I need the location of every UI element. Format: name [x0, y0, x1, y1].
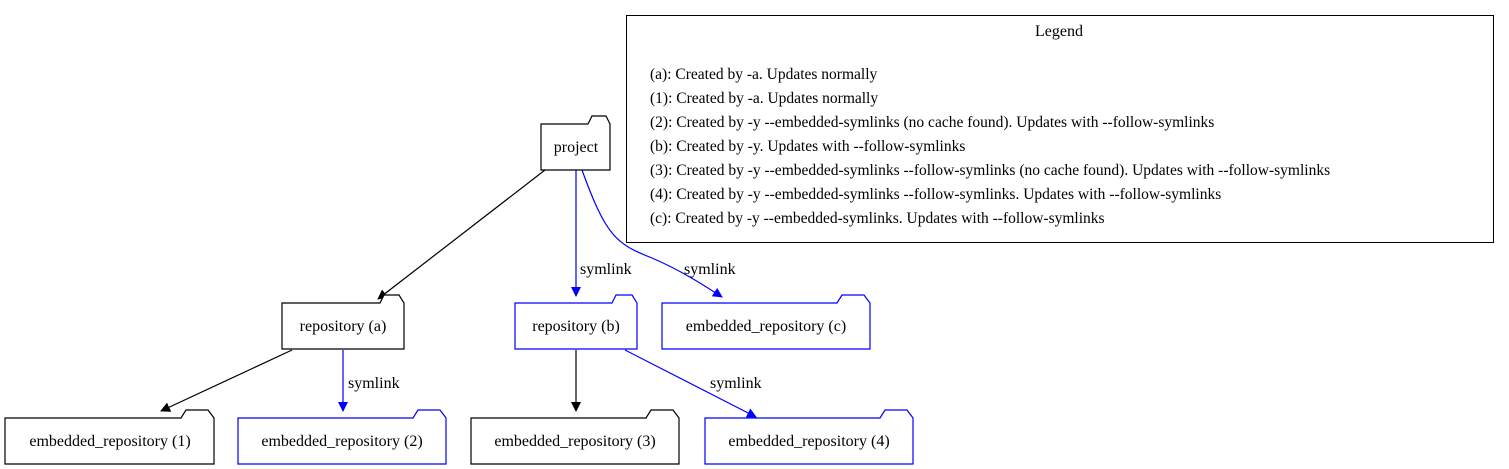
edge-label-project-to-repository-b: symlink — [580, 261, 632, 278]
legend-line-2: (2): Created by -y --embedded-symlinks (… — [650, 114, 1214, 131]
node-label-embedded-repository-c: embedded_repository (c) — [686, 318, 846, 335]
folder-icon — [514, 294, 638, 350]
legend-line-b: (b): Created by -y. Updates with --follo… — [650, 138, 965, 155]
node-repository-a: repository (a) — [281, 294, 405, 350]
node-project: project — [540, 115, 611, 171]
node-embedded-repository-1: embedded_repository (1) — [4, 409, 215, 465]
folder-icon — [237, 409, 447, 465]
node-repository-b: repository (b) — [514, 294, 638, 350]
folder-icon — [704, 409, 914, 465]
legend-frame — [626, 15, 1494, 243]
legend-line-a: (a): Created by -a. Updates normally — [650, 66, 877, 83]
node-embedded-repository-c: embedded_repository (c) — [661, 294, 871, 350]
edge-repository-b-to-embedded-repository-4 — [624, 349, 757, 418]
edge-label-repository-b-to-embedded-repository-4: symlink — [710, 375, 762, 392]
edge-repository-a-to-embedded-repository-1 — [160, 349, 293, 412]
node-label-repository-b: repository (b) — [532, 318, 620, 335]
node-embedded-repository-3: embedded_repository (3) — [470, 409, 680, 465]
legend-line-3: (3): Created by -y --embedded-symlinks -… — [650, 162, 1330, 179]
node-label-embedded-repository-1: embedded_repository (1) — [29, 433, 190, 450]
edge-label-project-to-embedded-repository-c: symlink — [684, 261, 736, 278]
edges: symlink symlink symlink symlink — [160, 169, 762, 418]
edge-project-to-embedded-repository-c — [581, 169, 723, 298]
node-embedded-repository-4: embedded_repository (4) — [704, 409, 914, 465]
node-label-embedded-repository-3: embedded_repository (3) — [494, 433, 655, 450]
folder-icon — [661, 294, 871, 350]
node-label-repository-a: repository (a) — [300, 318, 387, 335]
folder-icon — [540, 115, 611, 171]
legend-line-1: (1): Created by -a. Updates normally — [650, 90, 878, 107]
folder-icon — [4, 409, 215, 465]
node-label-embedded-repository-2: embedded_repository (2) — [261, 433, 422, 450]
node-embedded-repository-2: embedded_repository (2) — [237, 409, 447, 465]
folder-icon — [470, 409, 680, 465]
folder-icon — [281, 294, 405, 350]
edge-label-repository-a-to-embedded-repository-2: symlink — [348, 375, 400, 392]
node-label-project: project — [554, 139, 599, 156]
legend-line-c: (c): Created by -y --embedded-symlinks. … — [650, 210, 1105, 227]
nodes: project repository (a) repository (b) em… — [4, 115, 914, 465]
edge-project-to-repository-a — [377, 169, 546, 300]
node-label-embedded-repository-4: embedded_repository (4) — [728, 433, 889, 450]
legend-title: Legend — [1035, 23, 1083, 40]
legend-line-4: (4): Created by -y --embedded-symlinks -… — [650, 186, 1221, 203]
legend: Legend (a): Created by -a. Updates norma… — [626, 15, 1494, 243]
